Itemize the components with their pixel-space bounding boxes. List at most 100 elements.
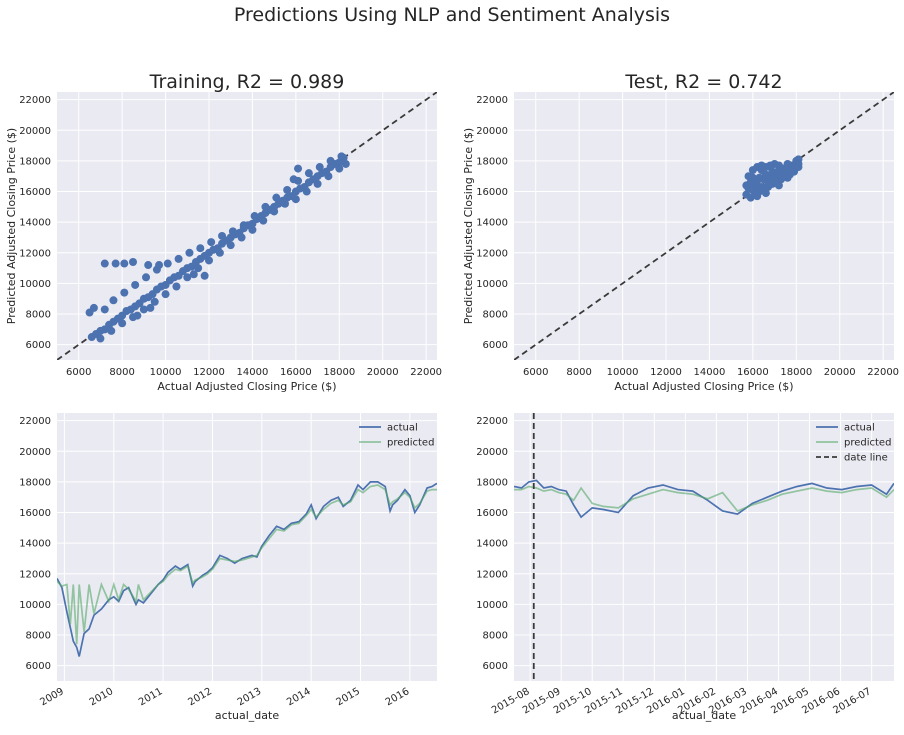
y-tick-label: 8000 — [483, 631, 508, 642]
data-point — [259, 216, 268, 225]
data-point — [89, 303, 98, 312]
y-axis-label: Predicted Adjusted Closing Price ($) — [5, 128, 18, 324]
plot-area — [514, 413, 894, 681]
x-tick-label: 12000 — [193, 367, 225, 378]
y-axis-label: Predicted Adjusted Closing Price ($) — [462, 128, 475, 324]
data-point — [142, 273, 151, 282]
x-axis-label: actual_date — [672, 709, 736, 722]
y-tick-label: 18000 — [476, 477, 508, 488]
data-point — [172, 282, 181, 291]
y-tick-label: 12000 — [476, 569, 508, 580]
reference-line — [514, 92, 894, 360]
y-tick-label: 22000 — [19, 95, 51, 106]
data-point — [757, 166, 766, 175]
y-tick-label: 16000 — [19, 508, 51, 519]
data-point — [196, 244, 205, 253]
y-tick-label: 10000 — [476, 600, 508, 611]
x-tick-label: 6000 — [523, 367, 548, 378]
data-point — [215, 248, 224, 257]
data-point — [248, 225, 257, 234]
series-line-predicted — [514, 485, 894, 513]
data-point — [133, 311, 142, 320]
y-tick-label: 20000 — [476, 447, 508, 458]
y-tick-label: 6000 — [26, 661, 51, 672]
data-point — [161, 290, 170, 299]
subplot-2: 6000 8000 10000 12000 14000 16000 18000 20000 22… — [462, 71, 899, 393]
data-point — [185, 248, 194, 257]
y-tick-label: 12000 — [19, 248, 51, 259]
y-tick-label: 8000 — [26, 631, 51, 642]
data-point — [291, 195, 300, 204]
data-point — [120, 288, 129, 297]
data-point — [218, 231, 227, 240]
data-point — [155, 261, 164, 270]
y-tick-label: 22000 — [19, 416, 51, 427]
y-tick-label: 14000 — [476, 218, 508, 229]
x-tick-label: 2009 — [38, 686, 66, 708]
data-point — [313, 179, 322, 188]
x-tick-label: 16000 — [737, 367, 769, 378]
x-axis-label: Actual Adjusted Closing Price ($) — [157, 380, 336, 393]
data-point — [341, 159, 350, 168]
plot-area — [57, 92, 437, 360]
data-point — [326, 156, 335, 165]
data-point — [100, 259, 109, 268]
x-tick-label: 22000 — [410, 367, 442, 378]
y-tick-label: 14000 — [19, 539, 51, 550]
x-tick-label: 2015 — [334, 686, 362, 708]
subplot-1: 6000 8000 10000 12000 14000 16000 18000 20000 22… — [5, 71, 442, 393]
x-tick-label: 18000 — [780, 367, 812, 378]
subplot-4: 6000 8000 10000 12000 14000 16000 18000 20000 22… — [476, 413, 894, 722]
data-point — [794, 155, 803, 164]
x-tick-label: 20000 — [824, 367, 856, 378]
data-point — [163, 259, 172, 268]
y-tick-label: 8000 — [26, 310, 51, 321]
data-point — [774, 181, 783, 190]
data-point — [107, 326, 116, 335]
x-tick-label: 12000 — [650, 367, 682, 378]
y-tick-label: 18000 — [19, 477, 51, 488]
y-tick-label: 18000 — [19, 156, 51, 167]
legend-label: date line — [844, 453, 888, 464]
y-tick-label: 6000 — [483, 661, 508, 672]
y-tick-label: 6000 — [26, 340, 51, 351]
y-tick-label: 20000 — [19, 126, 51, 137]
x-tick-label: 22000 — [867, 367, 899, 378]
data-point — [783, 159, 792, 168]
data-point — [129, 257, 137, 266]
figure-suptitle: Predictions Using NLP and Sentiment Anal… — [234, 4, 670, 26]
data-point — [120, 259, 129, 268]
data-point — [335, 164, 344, 173]
x-tick-label: 18000 — [323, 367, 355, 378]
data-point — [324, 172, 333, 181]
y-tick-label: 8000 — [483, 310, 508, 321]
y-tick-label: 22000 — [476, 416, 508, 427]
y-tick-label: 16000 — [476, 508, 508, 519]
data-point — [226, 241, 235, 250]
x-tick-label: 2010 — [88, 686, 116, 708]
y-tick-label: 10000 — [19, 279, 51, 290]
x-tick-label: 16000 — [280, 367, 312, 378]
x-tick-label: 20000 — [367, 367, 399, 378]
plot-background — [514, 413, 894, 681]
x-tick-label: 2012 — [186, 686, 214, 708]
data-point — [228, 227, 237, 236]
data-point — [774, 161, 783, 170]
y-tick-label: 12000 — [476, 248, 508, 259]
x-tick-label: 2016 — [384, 686, 412, 708]
data-point — [289, 175, 298, 184]
data-point — [272, 193, 281, 202]
data-point — [144, 261, 153, 270]
data-point — [150, 297, 159, 306]
data-point — [783, 173, 792, 182]
series-line-actual — [514, 479, 894, 519]
data-point — [146, 303, 155, 312]
data-point — [742, 181, 751, 190]
y-tick-label: 20000 — [19, 447, 51, 458]
y-tick-label: 14000 — [476, 539, 508, 550]
data-point — [174, 254, 183, 263]
data-point — [302, 187, 311, 196]
y-tick-label: 20000 — [476, 126, 508, 137]
y-tick-label: 16000 — [476, 187, 508, 198]
